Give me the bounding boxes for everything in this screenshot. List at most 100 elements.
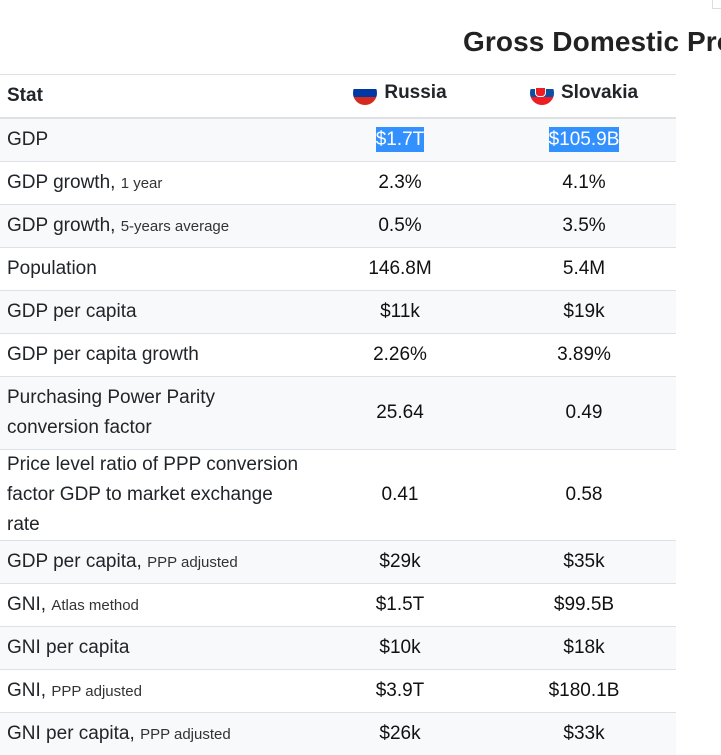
stat-label: GDP per capita growth (0, 334, 308, 377)
value-text: $29k (379, 551, 420, 572)
stat-label: GNI per capita (0, 627, 308, 670)
table-row: Purchasing Power Parity conversion facto… (0, 377, 676, 450)
slovakia-value: $180.1B (492, 670, 676, 713)
stat-name: GDP per capita growth (7, 344, 199, 365)
slovakia-value: $99.5B (492, 584, 676, 627)
slovakia-value: $33k (492, 713, 676, 755)
russia-value: 2.26% (308, 334, 492, 377)
value-text: $180.1B (549, 680, 620, 701)
slovakia-value: $18k (492, 627, 676, 670)
russia-value: $1.5T (308, 584, 492, 627)
stat-note: PPP adjusted (147, 554, 238, 571)
value-text: 4.1% (562, 172, 605, 193)
stat-label: GNI, Atlas method (0, 584, 308, 627)
slovakia-value: 0.58 (492, 450, 676, 541)
value-text: $3.9T (376, 680, 425, 701)
table-header-row: Stat Russia Slovakia (0, 75, 676, 119)
page-title: Gross Domestic Pro (463, 26, 721, 58)
stat-column-header: Stat (0, 75, 308, 119)
table-row: GDP per capita $11k $19k (0, 291, 676, 334)
value-text: $26k (379, 723, 420, 744)
stat-name: GDP growth, (7, 215, 115, 236)
table-row: GDP $1.7T $105.9B (0, 118, 676, 162)
table-row: GNI per capita, PPP adjusted $26k $33k (0, 713, 676, 755)
slovakia-label: Slovakia (561, 82, 638, 104)
stat-label: Price level ratio of PPP conversion fact… (0, 450, 308, 541)
slovakia-column-header: Slovakia (492, 75, 676, 119)
stat-note: 1 year (121, 175, 163, 192)
value-text: $11k (380, 301, 420, 322)
russia-label: Russia (384, 82, 446, 104)
stat-name: Purchasing Power Parity conversion facto… (7, 387, 215, 438)
value-text: $35k (563, 551, 604, 572)
stat-label: Population (0, 248, 308, 291)
table-row: Price level ratio of PPP conversion fact… (0, 450, 676, 541)
value-text: 0.58 (566, 484, 603, 505)
stat-label: GDP growth, 5-years average (0, 205, 308, 248)
stat-name: GNI, (7, 594, 46, 615)
stat-label: GDP per capita, PPP adjusted (0, 541, 308, 584)
value-text: 5.4M (563, 258, 605, 279)
table-row: GNI, Atlas method $1.5T $99.5B (0, 584, 676, 627)
value-text: 146.8M (368, 258, 431, 279)
russia-column-header: Russia (308, 75, 492, 119)
table-row: Population 146.8M 5.4M (0, 248, 676, 291)
value-text: $33k (563, 723, 604, 744)
russia-value: $11k (308, 291, 492, 334)
russia-value: 0.5% (308, 205, 492, 248)
table-row: GDP per capita, PPP adjusted $29k $35k (0, 541, 676, 584)
russia-value: 25.64 (308, 377, 492, 450)
stat-name: Price level ratio of PPP conversion fact… (7, 454, 298, 535)
slovakia-value: 5.4M (492, 248, 676, 291)
stat-name: GDP per capita, (7, 551, 142, 572)
slovakia-value: 3.89% (492, 334, 676, 377)
slovakia-value: 3.5% (492, 205, 676, 248)
stat-note: PPP adjusted (140, 726, 231, 743)
stat-label: GDP per capita (0, 291, 308, 334)
table-row: GNI per capita $10k $18k (0, 627, 676, 670)
value-text: $19k (563, 301, 604, 322)
comparison-table: Stat Russia Slovakia GD (0, 74, 676, 755)
value-text: 25.64 (376, 402, 424, 423)
slovakia-value: 0.49 (492, 377, 676, 450)
value-text: 0.5% (378, 215, 421, 236)
stat-name: GNI, (7, 680, 46, 701)
stat-name: GNI per capita, (7, 723, 135, 744)
slovakia-flag-icon (530, 81, 554, 105)
table-row: GDP growth, 5-years average 0.5% 3.5% (0, 205, 676, 248)
slovakia-value: $35k (492, 541, 676, 584)
value-text: $99.5B (554, 594, 614, 615)
slovakia-value: $105.9B (492, 118, 676, 162)
slovakia-value: 4.1% (492, 162, 676, 205)
table-row: GDP per capita growth 2.26% 3.89% (0, 334, 676, 377)
russia-value: $1.7T (308, 118, 492, 162)
stat-label: GDP (0, 118, 308, 162)
stat-label: GDP growth, 1 year (0, 162, 308, 205)
value-text: $1.7T (376, 127, 425, 152)
russia-value: $10k (308, 627, 492, 670)
stat-name: GNI per capita (7, 637, 130, 658)
table-row: GDP growth, 1 year 2.3% 4.1% (0, 162, 676, 205)
slovakia-value: $19k (492, 291, 676, 334)
russia-value: 0.41 (308, 450, 492, 541)
value-text: 2.3% (378, 172, 421, 193)
value-text: 0.49 (566, 402, 603, 423)
value-text: 2.26% (373, 344, 427, 365)
russia-value: $29k (308, 541, 492, 584)
russia-value: 2.3% (308, 162, 492, 205)
value-text: $105.9B (549, 127, 620, 152)
value-text: 3.89% (557, 344, 611, 365)
value-text: $18k (563, 637, 604, 658)
stat-note: PPP adjusted (51, 683, 142, 700)
window-corner (712, 0, 721, 9)
value-text: 0.41 (382, 484, 419, 505)
value-text: 3.5% (562, 215, 605, 236)
russia-value: 146.8M (308, 248, 492, 291)
stat-name: GDP growth, (7, 172, 115, 193)
stat-name: GDP per capita (7, 301, 137, 322)
russia-flag-icon (353, 81, 377, 105)
stat-label: Purchasing Power Parity conversion facto… (0, 377, 308, 450)
value-text: $1.5T (376, 594, 425, 615)
stat-label: GNI, PPP adjusted (0, 670, 308, 713)
stat-note: Atlas method (51, 597, 139, 614)
